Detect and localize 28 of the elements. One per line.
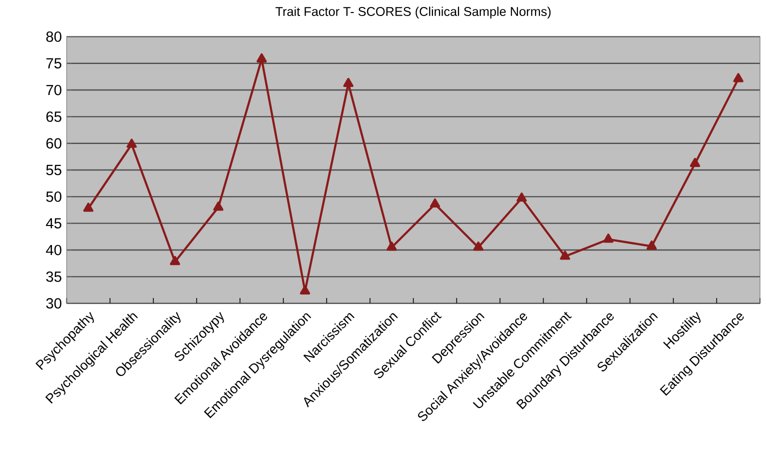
point: [170, 256, 180, 266]
point: [126, 138, 137, 148]
y-tick-label: 60: [46, 138, 62, 149]
point: [343, 78, 354, 88]
point: [603, 234, 614, 243]
point: [83, 202, 94, 212]
point: [516, 192, 527, 202]
point: [386, 242, 397, 251]
y-tick-label: 70: [46, 84, 62, 96]
point: [300, 285, 310, 294]
y-tick-label: 75: [46, 58, 62, 68]
point: [733, 73, 744, 82]
y-tick-label: 30: [46, 298, 62, 309]
y-tick-label: 35: [46, 271, 62, 282]
y-tick-label: 45: [46, 218, 62, 228]
point: [213, 202, 224, 211]
point: [256, 53, 267, 62]
y-tick-label: 40: [46, 244, 62, 256]
y-tick-label: 80: [46, 31, 62, 42]
point: [560, 250, 570, 260]
y-tick-label: 50: [46, 191, 62, 202]
point: [473, 242, 484, 251]
y-tick-label: 65: [46, 111, 62, 122]
point: [646, 240, 657, 250]
point: [690, 158, 700, 168]
point: [430, 198, 440, 208]
y-tick-label: 55: [46, 164, 62, 176]
chart-title: Trait Factor T- SCORES (Clinical Sample Norms): [276, 6, 551, 19]
